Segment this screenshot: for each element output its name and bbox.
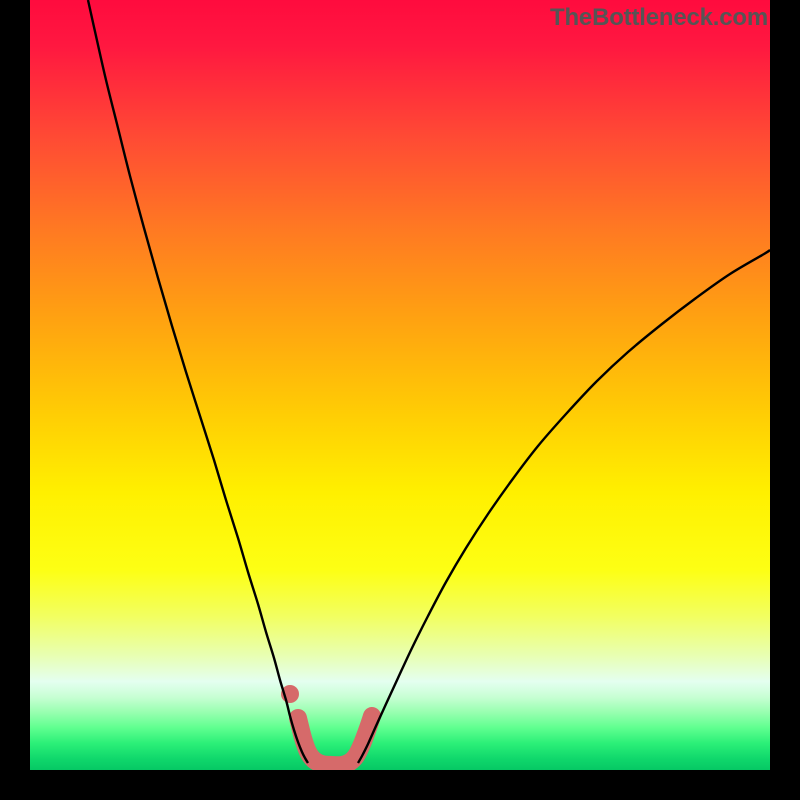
right-curve [358, 250, 770, 763]
watermark-text: TheBottleneck.com [550, 4, 768, 32]
curve-layer [30, 0, 770, 770]
outer-frame: TheBottleneck.com [0, 0, 800, 800]
plot-area [30, 0, 770, 770]
left-curve [88, 0, 308, 763]
